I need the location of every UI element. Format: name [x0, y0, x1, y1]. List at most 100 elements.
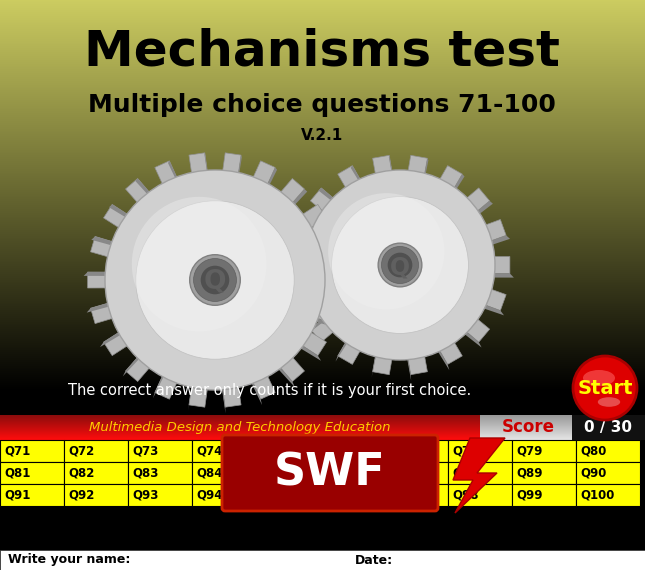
Polygon shape — [435, 343, 450, 370]
Polygon shape — [406, 347, 428, 374]
Text: Q84: Q84 — [196, 466, 223, 479]
Text: Q92: Q92 — [68, 488, 94, 502]
Text: SWF: SWF — [274, 451, 386, 495]
Polygon shape — [310, 188, 340, 217]
Polygon shape — [485, 274, 514, 278]
Text: Q79: Q79 — [516, 445, 542, 458]
Polygon shape — [435, 335, 462, 364]
Text: Q96: Q96 — [324, 488, 350, 502]
Polygon shape — [477, 219, 506, 244]
Bar — [0, 462, 64, 484]
Bar — [256, 440, 320, 462]
Bar — [512, 440, 576, 462]
Bar — [256, 484, 320, 506]
Polygon shape — [92, 237, 123, 248]
Circle shape — [190, 255, 241, 306]
Text: The correct answer only counts if it is your first choice.: The correct answer only counts if it is … — [68, 382, 471, 397]
Polygon shape — [310, 314, 340, 342]
Polygon shape — [460, 326, 482, 348]
Polygon shape — [189, 153, 209, 184]
Polygon shape — [249, 373, 262, 405]
Polygon shape — [135, 178, 156, 202]
Text: Q88: Q88 — [452, 466, 479, 479]
Polygon shape — [351, 166, 364, 189]
Polygon shape — [104, 205, 136, 233]
Text: Q76: Q76 — [324, 445, 350, 458]
Polygon shape — [249, 367, 275, 399]
Polygon shape — [296, 219, 323, 231]
Polygon shape — [189, 377, 209, 407]
Text: Q100: Q100 — [580, 488, 615, 502]
Polygon shape — [389, 156, 393, 182]
Polygon shape — [86, 300, 118, 312]
Text: Q83: Q83 — [132, 466, 159, 479]
Bar — [576, 484, 640, 506]
Bar — [0, 484, 64, 506]
Circle shape — [136, 201, 294, 359]
Bar — [0, 440, 64, 462]
Text: Mechanisms test: Mechanisms test — [84, 28, 560, 76]
Polygon shape — [286, 189, 307, 213]
Polygon shape — [460, 188, 490, 217]
Bar — [192, 462, 256, 484]
Text: 0 / 30: 0 / 30 — [584, 420, 632, 435]
Polygon shape — [104, 327, 136, 356]
Polygon shape — [168, 161, 181, 189]
Bar — [0, 550, 645, 570]
Polygon shape — [293, 205, 326, 233]
Circle shape — [194, 259, 237, 302]
Ellipse shape — [583, 370, 615, 386]
Polygon shape — [204, 153, 209, 183]
Polygon shape — [477, 302, 504, 315]
Text: Q91: Q91 — [4, 488, 30, 502]
Text: Q82: Q82 — [68, 466, 94, 479]
Polygon shape — [294, 286, 323, 311]
Text: Q75: Q75 — [260, 445, 286, 458]
Polygon shape — [453, 438, 505, 513]
Polygon shape — [290, 256, 315, 274]
Polygon shape — [237, 155, 242, 185]
Polygon shape — [406, 156, 428, 182]
Text: Q86: Q86 — [324, 466, 350, 479]
Polygon shape — [471, 201, 493, 219]
Bar — [64, 462, 128, 484]
Polygon shape — [123, 349, 144, 376]
Text: V.2.1: V.2.1 — [301, 128, 343, 142]
Polygon shape — [221, 153, 241, 184]
Text: Q85: Q85 — [260, 466, 286, 479]
Polygon shape — [335, 335, 350, 361]
Text: Q99: Q99 — [516, 488, 542, 502]
Bar — [512, 462, 576, 484]
FancyBboxPatch shape — [222, 435, 438, 511]
Polygon shape — [293, 340, 321, 361]
Text: Q87: Q87 — [388, 466, 414, 479]
Polygon shape — [485, 256, 510, 274]
Bar — [576, 440, 640, 462]
Ellipse shape — [598, 397, 620, 407]
Polygon shape — [188, 377, 193, 411]
Polygon shape — [303, 218, 330, 237]
Circle shape — [305, 170, 495, 360]
Circle shape — [332, 197, 468, 333]
Text: Q90: Q90 — [580, 466, 606, 479]
Text: Q77: Q77 — [388, 445, 414, 458]
Polygon shape — [312, 252, 343, 263]
Polygon shape — [109, 205, 136, 223]
Polygon shape — [308, 237, 339, 260]
Polygon shape — [286, 256, 315, 260]
Text: Multimedia Design and Technology Education: Multimedia Design and Technology Educati… — [89, 421, 391, 434]
Polygon shape — [293, 327, 326, 356]
Polygon shape — [84, 272, 116, 276]
Text: Q74: Q74 — [196, 445, 223, 458]
Text: Q: Q — [390, 255, 410, 279]
Text: Q95: Q95 — [260, 488, 286, 502]
Text: Q72: Q72 — [68, 445, 94, 458]
Polygon shape — [483, 235, 510, 247]
Polygon shape — [423, 158, 428, 185]
Text: Start: Start — [577, 378, 633, 397]
Bar — [320, 484, 384, 506]
Bar — [572, 415, 645, 440]
Polygon shape — [100, 327, 128, 347]
Bar — [448, 484, 512, 506]
Polygon shape — [460, 314, 490, 342]
